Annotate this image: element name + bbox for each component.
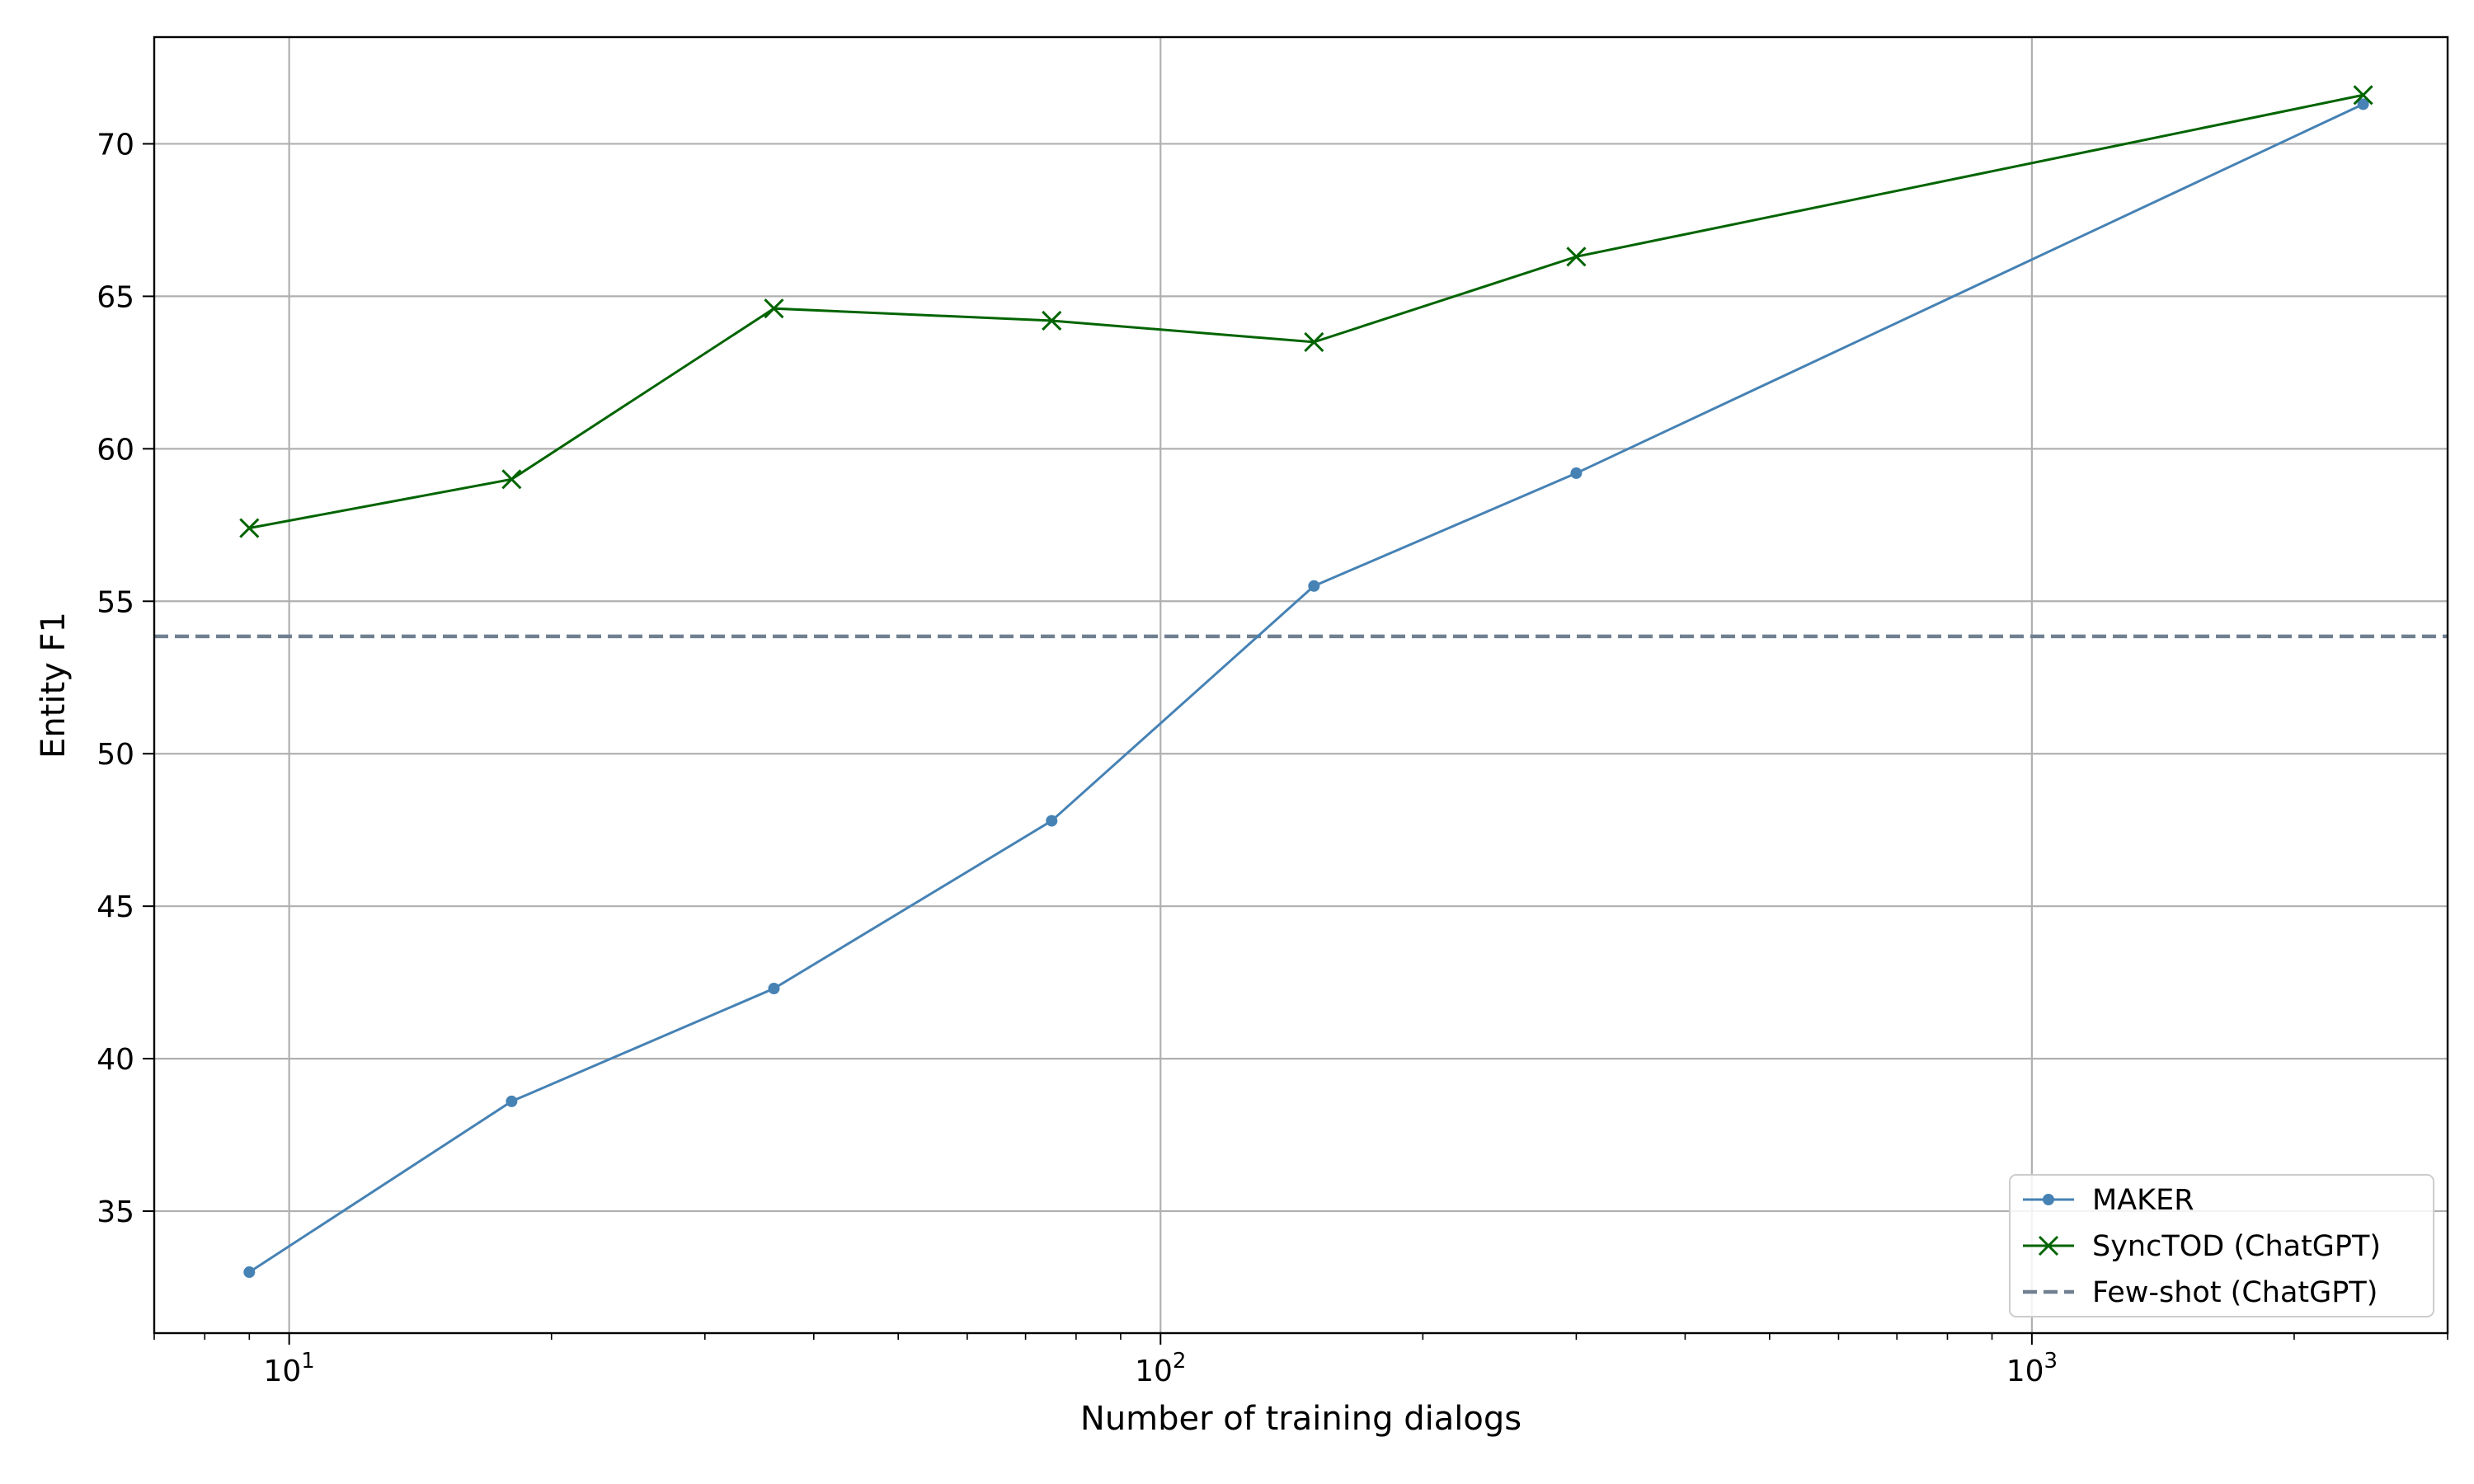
data-point <box>768 983 780 995</box>
x-marker-stroke <box>501 469 522 490</box>
data-point <box>506 1095 518 1107</box>
x-tick-label: 103 <box>2006 1349 2058 1388</box>
legend: MAKER SyncTOD (ChatGPT) Few-shot (ChatGPT) <box>2009 1174 2434 1317</box>
x-axis-title: Number of training dialogs <box>1080 1400 1522 1438</box>
series-maker <box>243 98 2369 1279</box>
x-marker-stroke <box>1566 247 1587 267</box>
legend-label: SyncTOD (ChatGPT) <box>2092 1230 2381 1263</box>
x-tick-label: 102 <box>1135 1349 1186 1388</box>
legend-box <box>2009 1174 2434 1317</box>
data-point <box>243 1266 256 1279</box>
data-point <box>2353 85 2373 106</box>
data-point <box>2357 98 2369 110</box>
series-synctod-chatgpt <box>239 85 2373 538</box>
x-marker-stroke <box>239 518 260 538</box>
x-tick-label: 101 <box>263 1349 314 1388</box>
x-marker-stroke <box>2038 1235 2059 1256</box>
data-point <box>1304 331 1324 352</box>
data-point <box>1046 815 1058 827</box>
x-marker-stroke <box>764 298 784 319</box>
y-tick-label: 35 <box>96 1195 134 1229</box>
legend-label: Few-shot (ChatGPT) <box>2092 1276 2378 1309</box>
y-tick-label: 65 <box>96 280 134 314</box>
data-point <box>239 518 260 538</box>
data-point <box>1042 310 1062 331</box>
data-point <box>1308 580 1320 592</box>
y-tick-label: 40 <box>96 1043 134 1077</box>
axis-ticks: 101 102 103 35 40 45 50 55 60 65 70 <box>96 128 2448 1388</box>
y-tick-label: 50 <box>96 738 134 772</box>
y-axis-title: Entity F1 <box>35 612 73 758</box>
y-tick-label: 60 <box>96 433 134 467</box>
legend-marker <box>2038 1235 2059 1256</box>
x-marker-stroke <box>2353 85 2373 106</box>
data-point <box>764 298 784 319</box>
x-marker-stroke <box>1304 331 1324 352</box>
data-point <box>501 469 522 490</box>
x-marker-stroke <box>1042 310 1062 331</box>
legend-marker <box>2043 1194 2054 1205</box>
plot-frame <box>153 35 2449 1335</box>
y-tick-label: 70 <box>96 128 134 162</box>
legend-label: MAKER <box>2092 1184 2194 1217</box>
series-group <box>239 85 2373 1279</box>
y-tick-label: 55 <box>96 585 134 619</box>
y-tick-label: 45 <box>96 890 134 924</box>
data-point <box>1566 247 1587 267</box>
grid <box>154 37 2448 1333</box>
data-point <box>1570 467 1583 479</box>
